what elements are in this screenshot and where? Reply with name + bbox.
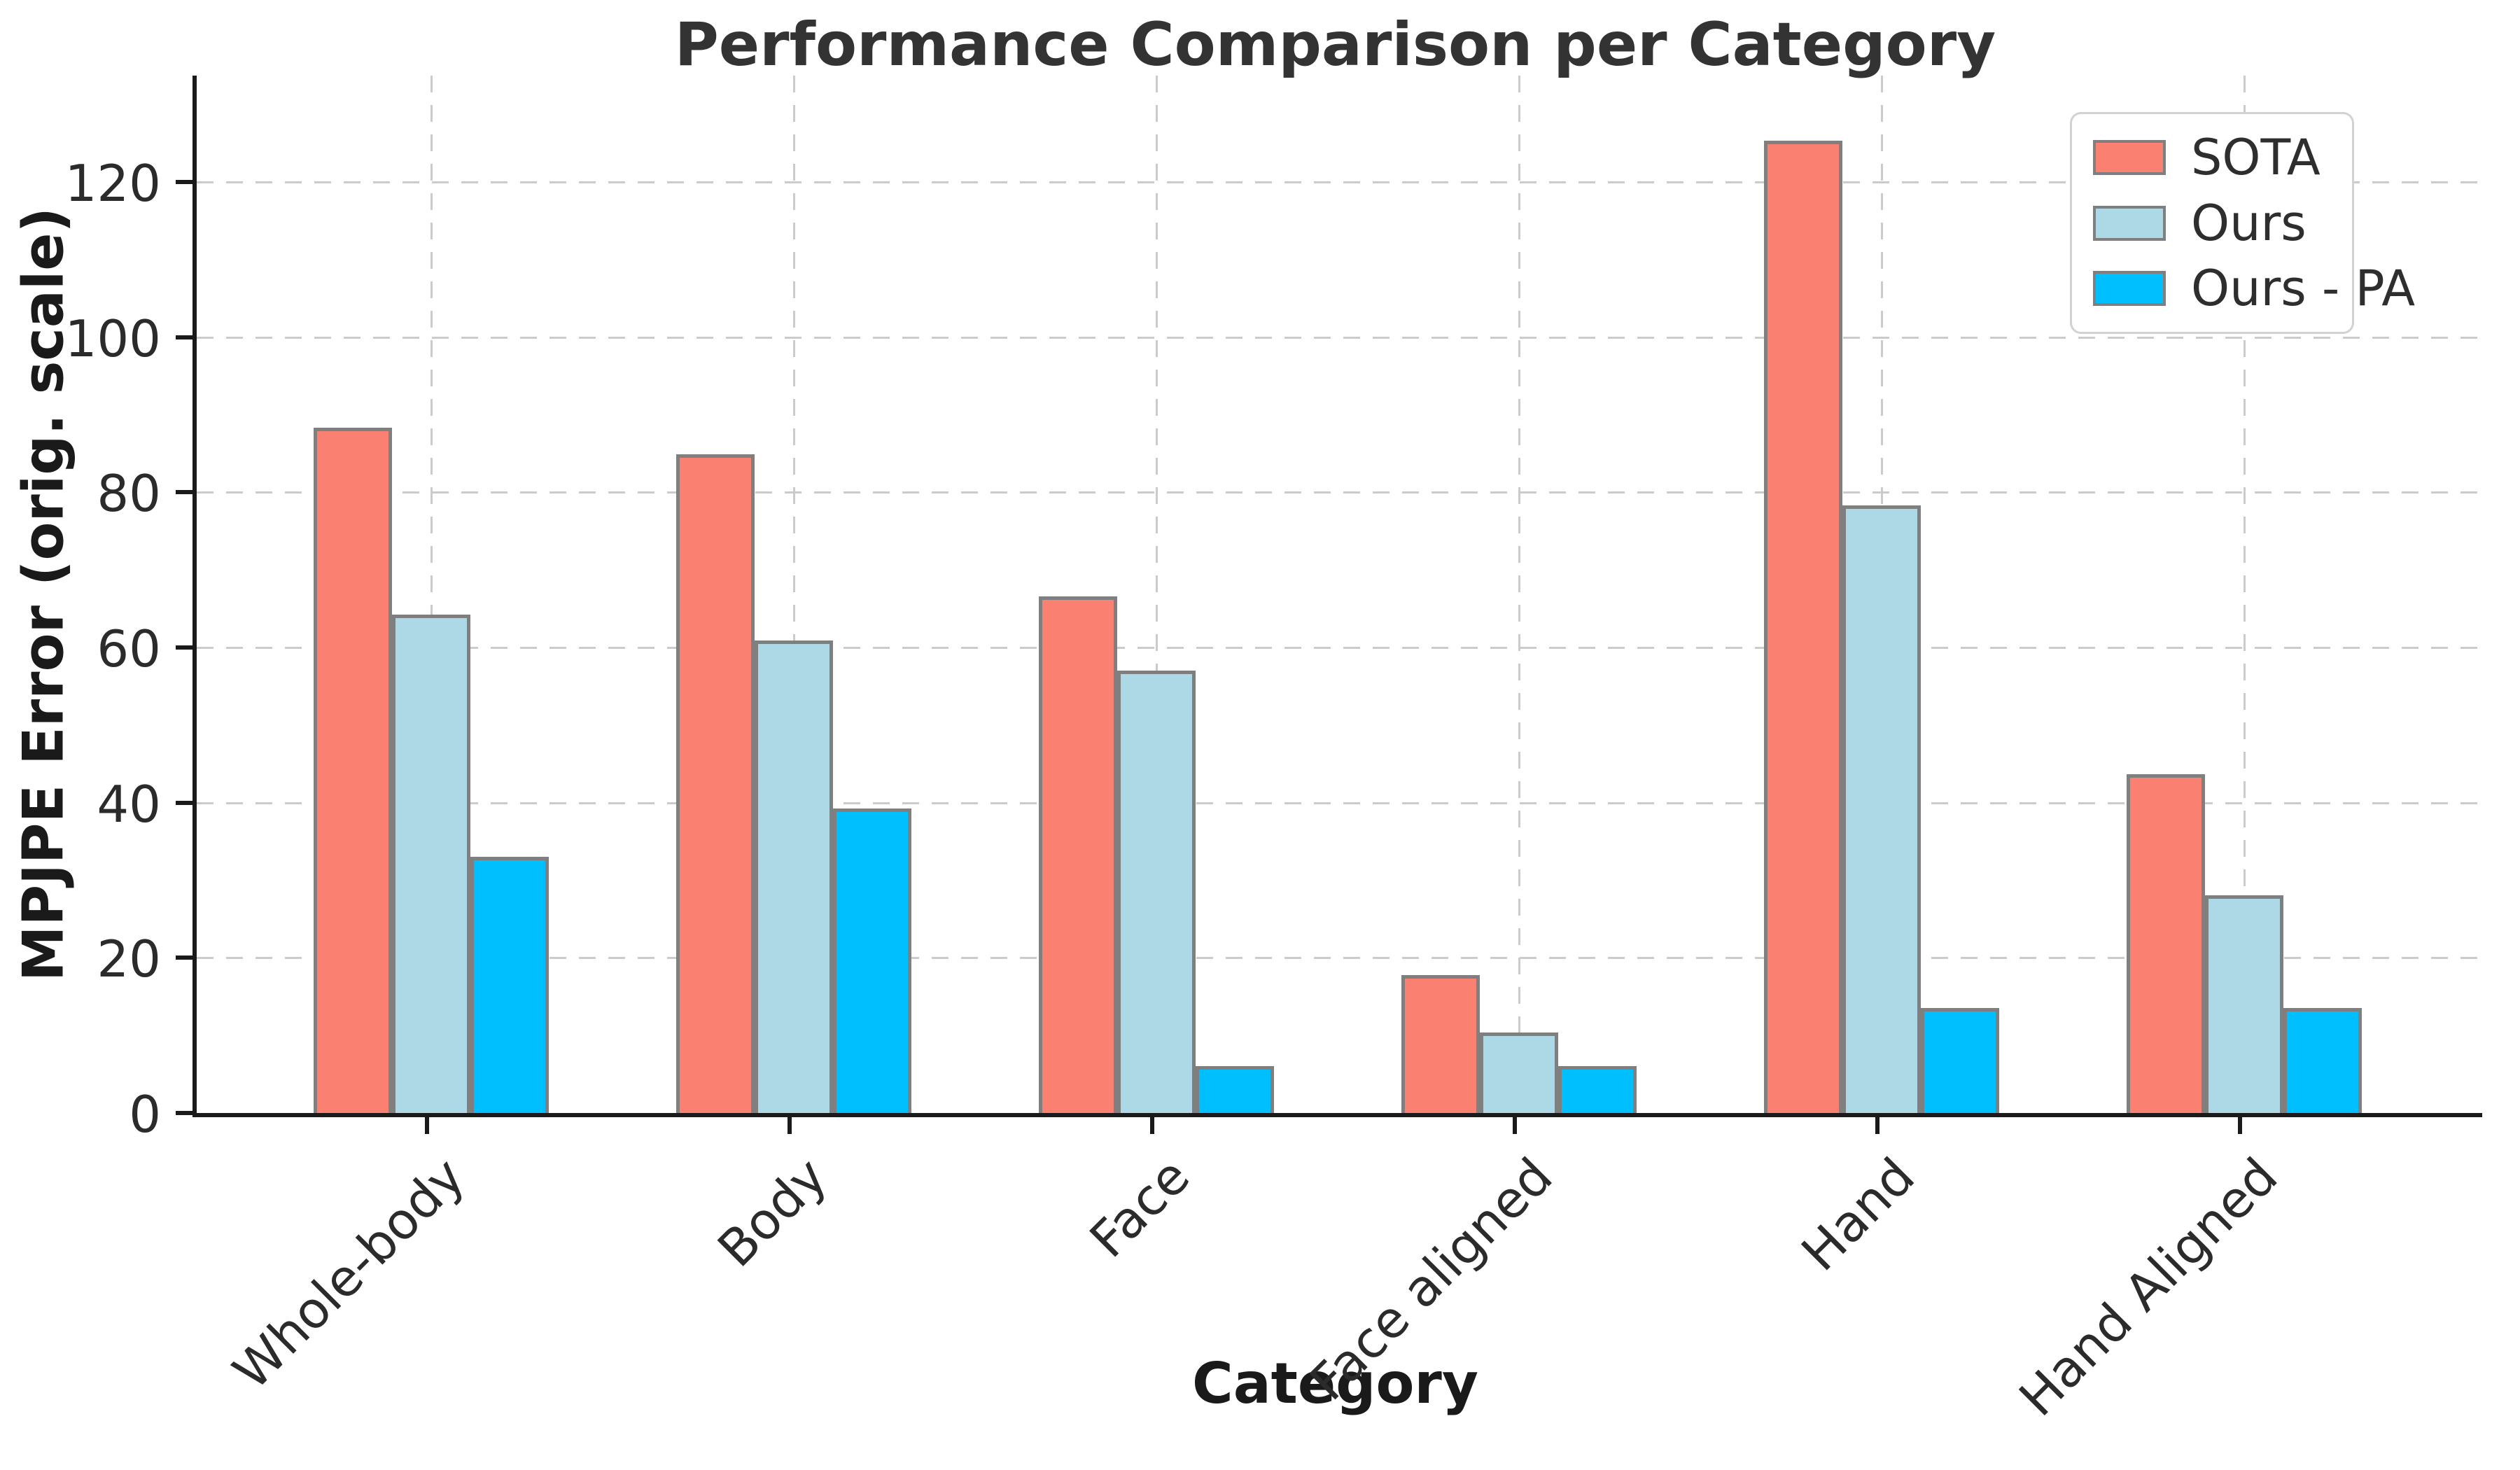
y-gridline bbox=[197, 646, 2482, 649]
y-tick-label: 20 bbox=[97, 930, 161, 989]
bar-sota bbox=[676, 454, 755, 1113]
y-tick-mark bbox=[176, 955, 192, 960]
x-tick-mark bbox=[425, 1117, 429, 1134]
y-tick-label: 100 bbox=[64, 309, 161, 368]
y-tick-label: 80 bbox=[97, 464, 161, 524]
x-gridline bbox=[1518, 76, 1520, 1113]
y-tick-label: 120 bbox=[64, 153, 161, 213]
bar-ours bbox=[1117, 671, 1196, 1113]
bar-ours---pa bbox=[833, 808, 911, 1113]
legend-label: Ours bbox=[2191, 194, 2306, 252]
bar-ours---pa bbox=[2283, 1008, 2362, 1113]
y-gridline bbox=[197, 336, 2482, 339]
bar-ours bbox=[1480, 1032, 1558, 1113]
y-gridline bbox=[197, 802, 2482, 804]
x-gridline bbox=[430, 76, 433, 1113]
y-tick-mark bbox=[176, 800, 192, 805]
x-tick-mark bbox=[1150, 1117, 1154, 1134]
legend-label: Ours - PA bbox=[2191, 259, 2416, 317]
plot-area bbox=[192, 76, 2482, 1117]
x-tick-label: Body bbox=[706, 1147, 839, 1278]
bar-ours---pa bbox=[1921, 1008, 1999, 1113]
legend-item: Ours bbox=[2093, 195, 2331, 252]
x-gridline bbox=[793, 76, 795, 1113]
bar-sota bbox=[314, 428, 392, 1113]
legend-label: SOTA bbox=[2191, 129, 2320, 187]
x-axis-label: Category bbox=[1191, 1351, 1479, 1416]
y-tick-label: 40 bbox=[97, 774, 161, 834]
bar-sota bbox=[1039, 596, 1117, 1113]
y-tick-mark bbox=[176, 179, 192, 184]
bar-sota bbox=[1401, 974, 1480, 1113]
y-tick-mark bbox=[176, 645, 192, 650]
x-gridline bbox=[1156, 76, 1158, 1113]
bar-ours bbox=[392, 615, 470, 1113]
x-tick-mark bbox=[1513, 1117, 1517, 1134]
legend-swatch bbox=[2093, 140, 2166, 176]
y-tick-mark bbox=[176, 490, 192, 495]
y-gridline bbox=[197, 181, 2482, 183]
x-tick-label: Face bbox=[1078, 1147, 1201, 1269]
y-gridline bbox=[197, 491, 2482, 494]
y-gridline bbox=[197, 957, 2482, 960]
bar-ours---pa bbox=[1558, 1066, 1637, 1113]
chart-title: Performance Comparison per Category bbox=[674, 10, 1996, 80]
x-tick-mark bbox=[1875, 1117, 1879, 1134]
legend-item: Ours - PA bbox=[2093, 260, 2415, 317]
x-gridline bbox=[2244, 76, 2246, 1113]
x-tick-mark bbox=[788, 1117, 792, 1134]
bar-ours bbox=[755, 640, 833, 1113]
x-tick-mark bbox=[2238, 1117, 2242, 1134]
y-tick-mark bbox=[176, 335, 192, 340]
bar-ours---pa bbox=[1196, 1066, 1274, 1113]
y-tick-label: 60 bbox=[97, 619, 161, 678]
y-tick-label: 0 bbox=[129, 1085, 161, 1144]
bar-ours bbox=[1842, 505, 1921, 1113]
y-tick-mark bbox=[176, 1111, 192, 1115]
bar-ours bbox=[2205, 895, 2283, 1113]
bar-sota bbox=[1764, 141, 1842, 1113]
bar-sota bbox=[2127, 774, 2205, 1113]
legend-swatch bbox=[2093, 205, 2166, 241]
bar-ours---pa bbox=[470, 857, 549, 1113]
legend-item: SOTA bbox=[2093, 129, 2331, 186]
x-tick-label: Hand bbox=[1790, 1147, 1926, 1282]
legend-swatch bbox=[2093, 270, 2166, 306]
legend: SOTA Ours Ours - PA bbox=[2070, 112, 2415, 334]
